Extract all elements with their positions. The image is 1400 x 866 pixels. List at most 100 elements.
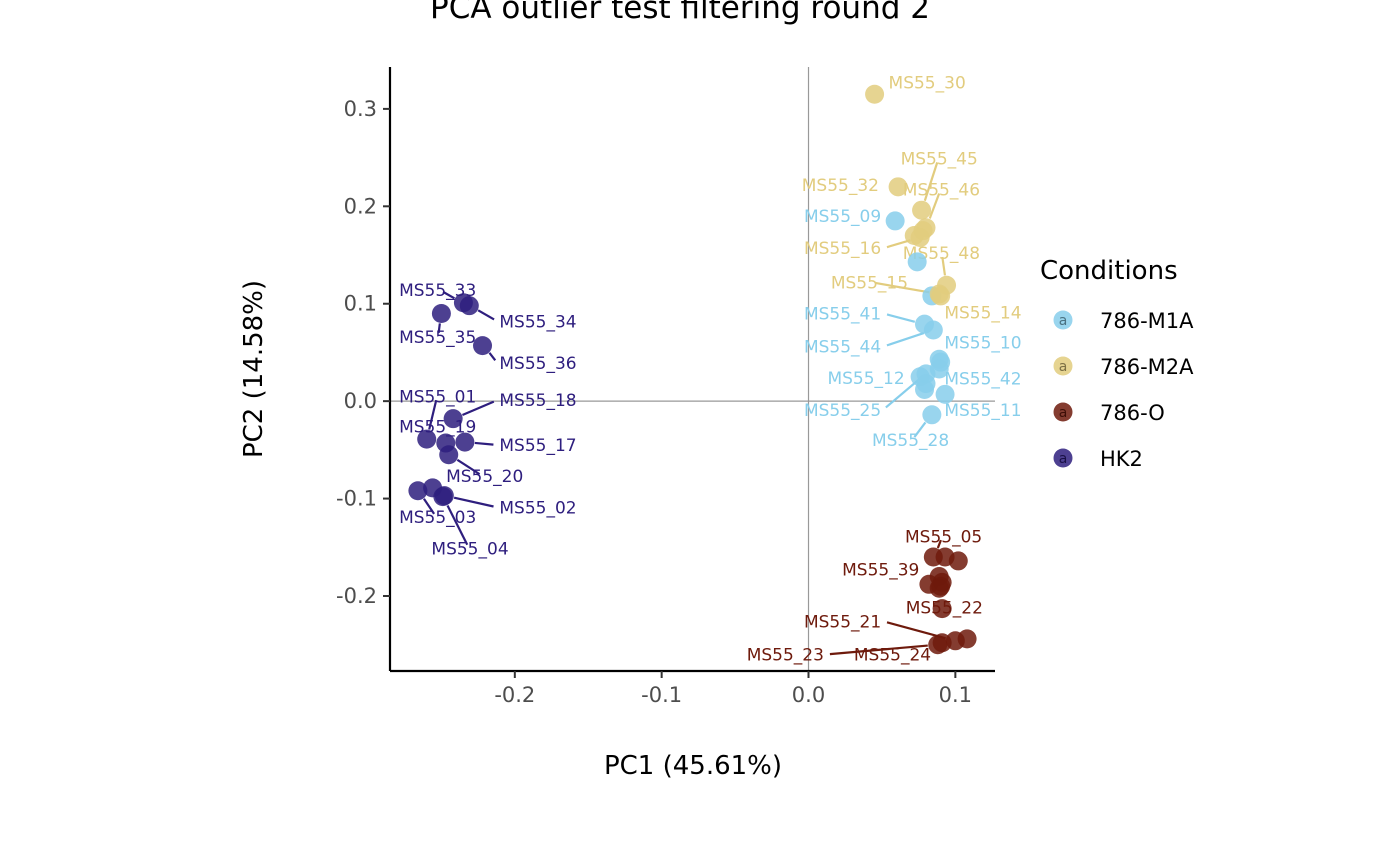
label-connector [886,313,916,323]
data-point [923,320,943,340]
label-connector [453,496,494,508]
point-label: MS55_32 [802,176,879,196]
data-point [473,336,493,356]
legend-key-glyph: a [1059,405,1068,421]
legend-label: HK2 [1100,447,1143,471]
data-point [922,405,942,425]
label-connector [461,400,495,416]
point-label: MS55_41 [804,304,881,324]
legend-label: 786-M2A [1100,355,1194,379]
point-label: MS55_20 [446,467,523,487]
legend: Conditions a 786-M1A a 786-M2A a 786-O a HK2 [1040,256,1194,471]
label-connector [423,498,436,515]
label-connector [875,281,930,294]
legend-item: a 786-M2A [1053,355,1194,379]
point-label: MS55_17 [499,436,576,456]
data-point [932,599,952,619]
point-label: MS55_28 [872,431,949,451]
legend-label: 786-O [1100,401,1165,425]
x-tick-label: 0.1 [939,683,972,707]
x-tick-label: 0.0 [792,683,825,707]
point-label: MS55_18 [499,391,576,411]
axes: -0.2 -0.1 0.0 0.1 -0.2 -0.1 0.0 0.1 0.2 0.3 [336,67,995,707]
point-label: MS55_04 [431,539,508,559]
y-tick-label: 0.0 [344,389,377,413]
point-label: MS55_05 [905,528,982,548]
point-label: MS55_11 [944,401,1021,421]
point-label: MS55_03 [399,508,476,528]
point-label: MS55_30 [889,74,966,94]
x-tick-label: -0.1 [641,683,682,707]
point-label: MS55_10 [944,334,1021,354]
label-connector [477,309,495,321]
point-label: MS55_39 [842,561,919,581]
legend-key [1053,448,1073,468]
point-label: MS55_23 [747,645,824,665]
point-label: MS55_34 [499,312,576,332]
point-label: MS55_01 [399,387,476,407]
x-tick-label: -0.2 [494,683,535,707]
data-point [431,303,451,323]
point-label: MS55_02 [499,498,576,518]
y-tick-label: -0.2 [336,584,377,608]
chart-title: PCA outlier test filtering round 2 [430,0,930,26]
y-tick-label: 0.3 [344,97,377,121]
legend-key-glyph: a [1059,313,1068,329]
label-connector [446,504,469,546]
point-label: MS55_46 [903,181,980,201]
data-point [417,429,437,449]
point-label: MS55_21 [804,612,881,632]
label-connector [886,239,911,249]
y-tick-label: -0.1 [336,487,377,511]
label-connector [885,379,919,409]
point-label: MS55_45 [901,150,978,170]
label-connector [886,332,925,347]
x-axis-ticks: -0.2 -0.1 0.0 0.1 [494,671,972,707]
label-connector [928,193,941,219]
label-connector [437,323,441,334]
data-point [931,286,951,306]
point-label: MS55_42 [944,370,1021,390]
label-connector [829,644,928,656]
point-label: MS55_36 [499,354,576,374]
point-label: MS55_16 [804,239,881,259]
point-label: MS55_14 [944,303,1021,323]
label-connector [442,290,455,300]
y-axis-title: PC2 (14.58%) [239,280,269,458]
point-labels: MS55_09 MS55_41 MS55_44 MS55_10 MS55_42 MS55_… [399,74,1021,666]
data-point [912,200,932,220]
data-point [935,384,955,404]
label-connector [488,352,497,361]
legend-key-glyph: a [1059,451,1068,467]
point-label: MS55_25 [804,401,881,421]
data-point [910,227,930,247]
data-point [888,177,908,197]
label-connector [474,441,494,446]
data-point [408,481,428,501]
data-point [433,487,453,507]
legend-item: a 786-O [1053,401,1165,425]
data-points [408,84,977,655]
legend-key [1053,402,1073,422]
x-axis-title: PC1 (45.61%) [604,751,782,781]
y-tick-label: 0.2 [344,194,377,218]
legend-key-glyph: a [1059,359,1068,375]
legend-items: a 786-M1A a 786-M2A a 786-O a HK2 [1053,309,1194,471]
data-point [865,84,885,104]
data-point [459,296,479,316]
point-label: MS55_35 [399,328,476,348]
legend-label: 786-M1A [1100,309,1194,333]
legend-item: a 786-M1A [1053,309,1194,333]
label-connector [936,539,942,549]
legend-item: a HK2 [1053,447,1143,471]
data-point [439,445,459,465]
data-point [916,364,936,384]
data-point [929,578,949,598]
data-point [885,211,905,231]
label-connector [428,399,438,430]
y-axis-ticks: -0.2 -0.1 0.0 0.1 0.2 0.3 [336,97,390,608]
y-tick-label: 0.1 [344,292,377,316]
label-connector [456,458,481,476]
data-point [455,432,475,452]
